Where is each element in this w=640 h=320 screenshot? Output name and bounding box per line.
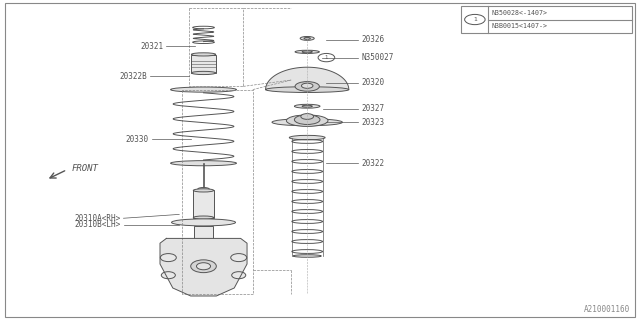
- Circle shape: [318, 53, 335, 62]
- Text: 20322: 20322: [362, 159, 385, 168]
- Ellipse shape: [193, 41, 214, 44]
- Text: 1: 1: [324, 55, 328, 60]
- Ellipse shape: [170, 161, 237, 166]
- Text: N350027: N350027: [362, 53, 394, 62]
- Ellipse shape: [302, 51, 312, 53]
- Ellipse shape: [295, 82, 319, 91]
- Text: A210001160: A210001160: [584, 305, 630, 314]
- Polygon shape: [160, 238, 247, 296]
- Text: 20326: 20326: [362, 36, 385, 44]
- Ellipse shape: [294, 115, 320, 124]
- Text: 20327: 20327: [362, 104, 385, 113]
- Ellipse shape: [232, 272, 246, 279]
- Ellipse shape: [295, 50, 319, 53]
- Ellipse shape: [193, 26, 214, 29]
- Ellipse shape: [304, 37, 310, 39]
- Bar: [191, 55, 216, 73]
- Ellipse shape: [172, 219, 236, 226]
- Ellipse shape: [300, 36, 314, 40]
- Ellipse shape: [287, 115, 328, 126]
- Ellipse shape: [301, 114, 314, 119]
- Bar: [194, 226, 213, 242]
- Text: N3B0015<1407->: N3B0015<1407->: [492, 23, 548, 29]
- Ellipse shape: [231, 253, 247, 262]
- Ellipse shape: [289, 135, 325, 140]
- Ellipse shape: [161, 272, 175, 279]
- Ellipse shape: [302, 105, 312, 107]
- Ellipse shape: [160, 253, 177, 262]
- Ellipse shape: [170, 87, 237, 92]
- Text: 20322B: 20322B: [120, 72, 147, 81]
- Text: 20321: 20321: [140, 42, 163, 51]
- Ellipse shape: [301, 83, 313, 88]
- Ellipse shape: [191, 71, 216, 75]
- Text: FRONT: FRONT: [72, 164, 99, 173]
- Ellipse shape: [193, 216, 214, 219]
- Circle shape: [465, 14, 485, 25]
- Polygon shape: [266, 67, 349, 90]
- Text: 20320: 20320: [362, 78, 385, 87]
- Text: 20310B<LH>: 20310B<LH>: [74, 220, 120, 229]
- Ellipse shape: [266, 87, 349, 92]
- Text: N350028<-1407>: N350028<-1407>: [492, 10, 548, 16]
- Bar: [461, 6, 632, 33]
- Text: 20323: 20323: [362, 118, 385, 127]
- Ellipse shape: [294, 104, 320, 108]
- Text: 20330: 20330: [125, 135, 148, 144]
- Ellipse shape: [272, 119, 342, 126]
- Text: 1: 1: [473, 17, 477, 22]
- Bar: [193, 190, 214, 218]
- Ellipse shape: [196, 263, 211, 270]
- Ellipse shape: [198, 188, 209, 191]
- Ellipse shape: [191, 260, 216, 273]
- Text: 20310A<RH>: 20310A<RH>: [74, 214, 120, 223]
- Ellipse shape: [191, 53, 216, 56]
- Ellipse shape: [293, 255, 321, 257]
- Ellipse shape: [193, 189, 214, 192]
